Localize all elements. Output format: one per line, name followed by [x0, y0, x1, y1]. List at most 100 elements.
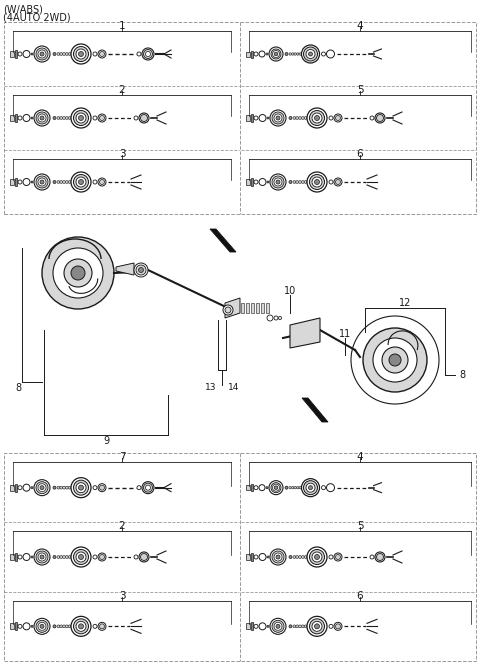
- Circle shape: [65, 556, 68, 558]
- Circle shape: [145, 51, 151, 57]
- Circle shape: [271, 483, 281, 493]
- Circle shape: [274, 52, 278, 56]
- Bar: [246, 554, 250, 560]
- Circle shape: [270, 174, 286, 190]
- Bar: [10, 554, 14, 560]
- Circle shape: [289, 625, 292, 628]
- Circle shape: [73, 550, 88, 564]
- Circle shape: [36, 621, 48, 633]
- Circle shape: [18, 625, 22, 629]
- Polygon shape: [210, 229, 236, 252]
- Circle shape: [297, 486, 299, 489]
- Circle shape: [53, 486, 56, 489]
- Circle shape: [38, 484, 46, 492]
- Circle shape: [76, 483, 86, 493]
- Circle shape: [71, 44, 91, 64]
- Circle shape: [65, 486, 68, 489]
- Circle shape: [299, 556, 301, 558]
- Bar: [15, 623, 17, 631]
- Circle shape: [274, 553, 282, 561]
- Circle shape: [79, 51, 84, 57]
- Circle shape: [34, 549, 50, 565]
- Circle shape: [259, 623, 266, 630]
- Circle shape: [93, 625, 97, 629]
- Circle shape: [259, 554, 266, 560]
- Circle shape: [93, 116, 97, 120]
- Circle shape: [23, 51, 30, 57]
- Circle shape: [40, 116, 44, 120]
- Circle shape: [36, 551, 48, 563]
- Circle shape: [23, 178, 30, 186]
- Circle shape: [73, 47, 88, 61]
- Circle shape: [289, 556, 292, 558]
- Text: 10: 10: [284, 286, 296, 296]
- Circle shape: [36, 176, 48, 188]
- Circle shape: [98, 623, 106, 631]
- Circle shape: [60, 180, 62, 184]
- Circle shape: [18, 116, 22, 120]
- Bar: [241, 303, 244, 313]
- Bar: [251, 51, 252, 57]
- Circle shape: [291, 53, 294, 55]
- Circle shape: [314, 624, 320, 629]
- Circle shape: [98, 553, 106, 561]
- Circle shape: [375, 552, 385, 562]
- Polygon shape: [116, 263, 134, 275]
- Circle shape: [38, 178, 46, 186]
- Circle shape: [299, 53, 301, 55]
- Circle shape: [73, 174, 88, 190]
- Circle shape: [23, 484, 30, 491]
- Circle shape: [293, 117, 296, 120]
- Circle shape: [326, 50, 335, 58]
- Circle shape: [272, 551, 284, 563]
- Circle shape: [336, 180, 340, 184]
- Circle shape: [306, 483, 315, 492]
- Circle shape: [99, 180, 105, 184]
- Bar: [15, 484, 17, 492]
- Text: 13: 13: [204, 383, 216, 393]
- Circle shape: [40, 180, 44, 184]
- Bar: [246, 623, 250, 629]
- Circle shape: [373, 338, 417, 382]
- Circle shape: [98, 50, 106, 58]
- Circle shape: [267, 556, 269, 558]
- Circle shape: [134, 116, 138, 120]
- Circle shape: [375, 113, 385, 123]
- Circle shape: [259, 178, 266, 186]
- Circle shape: [301, 117, 304, 120]
- Circle shape: [99, 624, 105, 629]
- Circle shape: [62, 53, 65, 55]
- Circle shape: [23, 623, 30, 630]
- Circle shape: [79, 554, 84, 560]
- Text: 4: 4: [357, 452, 363, 462]
- Circle shape: [53, 625, 56, 628]
- Circle shape: [363, 328, 427, 392]
- Circle shape: [62, 117, 65, 120]
- Circle shape: [293, 180, 296, 184]
- Circle shape: [289, 486, 291, 489]
- Circle shape: [312, 552, 322, 562]
- Circle shape: [289, 116, 292, 120]
- Circle shape: [322, 52, 325, 56]
- Circle shape: [276, 625, 280, 629]
- Circle shape: [139, 552, 149, 562]
- Circle shape: [60, 53, 62, 55]
- Circle shape: [144, 49, 153, 59]
- Circle shape: [31, 556, 33, 558]
- Circle shape: [68, 486, 71, 489]
- Circle shape: [314, 116, 320, 120]
- Text: (4AUTO 2WD): (4AUTO 2WD): [3, 13, 71, 23]
- Circle shape: [40, 52, 44, 56]
- Circle shape: [370, 116, 374, 120]
- Text: 5: 5: [357, 521, 363, 531]
- Circle shape: [73, 480, 88, 495]
- Circle shape: [301, 556, 304, 558]
- Circle shape: [23, 114, 30, 122]
- Text: 14: 14: [228, 383, 240, 393]
- Circle shape: [65, 117, 68, 120]
- Circle shape: [272, 112, 284, 124]
- Circle shape: [38, 114, 46, 122]
- Circle shape: [329, 180, 333, 184]
- Circle shape: [304, 180, 307, 184]
- Bar: [251, 484, 252, 491]
